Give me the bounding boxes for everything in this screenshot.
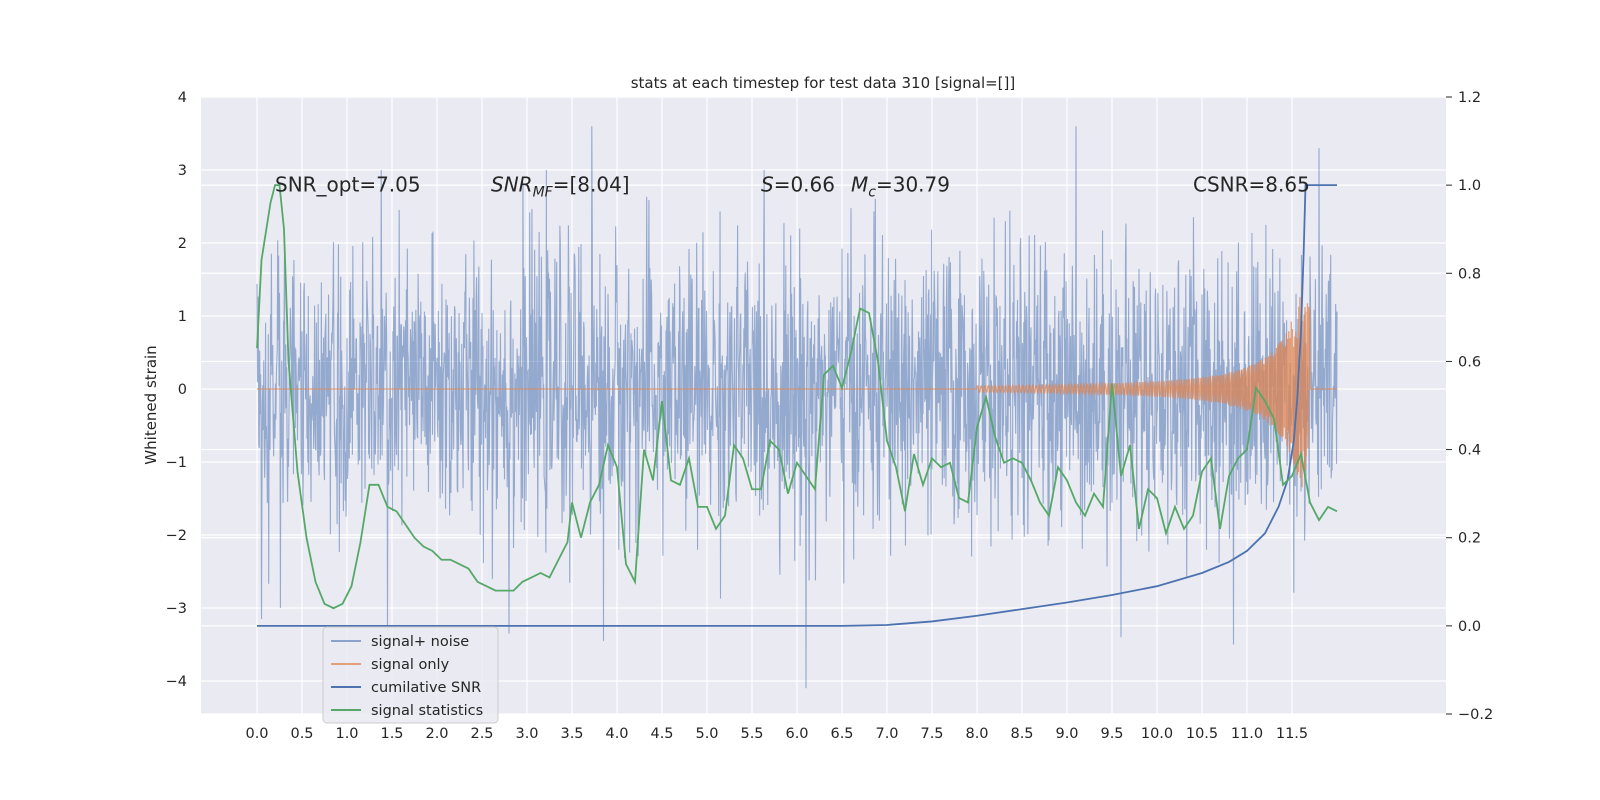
series-signal-noise xyxy=(256,126,1338,689)
x-tick-label: 7.5 xyxy=(920,726,943,742)
x-tick-label: 2.0 xyxy=(425,726,448,742)
y-tick-label: 2 xyxy=(178,236,187,252)
x-tick-label: 6.0 xyxy=(785,726,808,742)
x-tick-label: 1.5 xyxy=(380,726,403,742)
y-tick-label: 3 xyxy=(178,163,187,179)
y-tick-label: −2 xyxy=(166,528,187,544)
annotation: CSNR=8.65 xyxy=(1193,173,1310,197)
y-tick-label: −3 xyxy=(166,601,187,617)
noise-layer xyxy=(256,126,1338,689)
series-cumulative-snr xyxy=(257,184,1337,627)
y2-tick-label: −0.2 xyxy=(1458,707,1493,723)
y2-tick-label: 0.4 xyxy=(1458,443,1481,459)
annotations: SNR_opt=7.05 SNRMF=[8.04] S=0.66 Mc=30.79 CS… xyxy=(275,173,1310,201)
y2-tick-label: 1.0 xyxy=(1458,178,1481,194)
x-tick-label: 10.0 xyxy=(1141,726,1173,742)
series-layer xyxy=(256,184,1338,627)
x-tick-label: 9.0 xyxy=(1055,726,1078,742)
y2-tick-label: 0.0 xyxy=(1458,619,1481,635)
x-tick-label: 1.0 xyxy=(335,726,358,742)
x-tick-label: 10.5 xyxy=(1186,726,1218,742)
x-tick-label: 2.5 xyxy=(470,726,493,742)
y-axis-label: Whitened strain xyxy=(142,345,160,464)
series-signal-statistics xyxy=(256,184,1338,610)
annotation: S=0.66 xyxy=(761,173,835,197)
axes: 0.0 0.5 1.0 1.5 2.0 2.5 3.0 3.5 4.0 4.5 5.0 5.5 6.0 6… xyxy=(166,90,1494,742)
y2-tick-label: 0.2 xyxy=(1458,531,1481,547)
x-tick-label: 3.5 xyxy=(560,726,583,742)
x-tick-label: 4.0 xyxy=(605,726,628,742)
x-tick-label: 5.5 xyxy=(740,726,763,742)
y-tick-label: −4 xyxy=(166,674,187,690)
chart-title: stats at each timestep for test data 310… xyxy=(631,74,1016,92)
x-tick-label: 9.5 xyxy=(1100,726,1123,742)
legend-label: cumilative SNR xyxy=(371,680,481,696)
y-tick-label: 4 xyxy=(178,90,187,106)
legend: signal+ noise signal only cumilative SNR si… xyxy=(322,626,499,724)
x-tick-label: 8.0 xyxy=(965,726,988,742)
annotation: SNR_opt=7.05 xyxy=(275,173,421,197)
y2-tick-label: 0.6 xyxy=(1458,354,1481,370)
x-tick-label: 7.0 xyxy=(875,726,898,742)
x-tick-label: 8.5 xyxy=(1010,726,1033,742)
x-tick-label: 0.5 xyxy=(290,726,313,742)
y-tick-label: 0 xyxy=(178,382,187,398)
series-signal-only xyxy=(257,285,1337,488)
legend-box xyxy=(322,626,499,724)
annotation: Mc=30.79 xyxy=(851,173,950,201)
y2-tick-label: 1.2 xyxy=(1458,90,1481,106)
grid xyxy=(201,96,1446,715)
y-tick-label: 1 xyxy=(178,309,187,325)
legend-label: signal only xyxy=(371,657,450,673)
y2-tick-label: 0.8 xyxy=(1458,266,1481,282)
x-tick-label: 11.5 xyxy=(1276,726,1308,742)
x-tick-label: 3.0 xyxy=(515,726,538,742)
legend-label: signal+ noise xyxy=(371,634,469,650)
y-tick-label: −1 xyxy=(166,455,187,471)
annotation: SNRMF=[8.04] xyxy=(491,173,630,201)
x-tick-label: 11.0 xyxy=(1231,726,1263,742)
x-tick-label: 4.5 xyxy=(650,726,673,742)
legend-label: signal statistics xyxy=(371,703,483,719)
x-tick-label: 0.0 xyxy=(245,726,268,742)
x-tick-label: 5.0 xyxy=(695,726,718,742)
x-tick-label: 6.5 xyxy=(830,726,853,742)
